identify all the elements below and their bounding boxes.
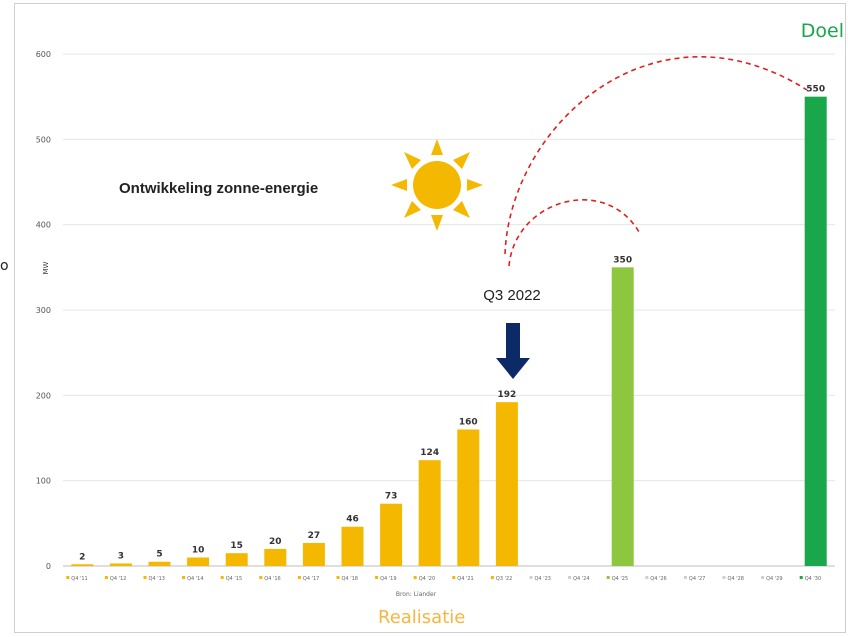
legend-swatch — [645, 576, 649, 579]
annotation-q3-2022: Q3 2022 — [483, 287, 541, 304]
value-label: 15 — [230, 541, 243, 551]
x-tick-label: Q4 '19 — [380, 576, 396, 582]
legend-swatch — [490, 576, 494, 579]
x-tick-label: Q4 '24 — [573, 576, 589, 582]
legend-swatch — [104, 576, 108, 579]
value-label: 3 — [118, 551, 124, 561]
value-label: 5 — [156, 550, 162, 560]
legend-swatch — [182, 576, 186, 579]
value-label: 46 — [346, 515, 359, 525]
bar-11 — [495, 402, 518, 566]
legend-swatch — [336, 576, 340, 579]
x-tick-label: Q4 '17 — [303, 576, 319, 582]
value-label: 2 — [79, 552, 85, 562]
realisatie-label: Realisatie — [378, 607, 466, 628]
legend-swatch — [143, 576, 147, 579]
x-tick-label: Q4 '28 — [728, 576, 744, 582]
bar-3 — [187, 557, 210, 566]
source-label: Bron: Liander — [396, 591, 437, 598]
x-tick-label: Q4 '15 — [226, 576, 242, 582]
grid-lines — [63, 53, 835, 567]
bar-6 — [302, 542, 325, 566]
legend-swatch — [66, 576, 70, 579]
x-tick-label: Q4 '23 — [535, 576, 551, 582]
x-tick-label: Q4 '12 — [110, 576, 126, 582]
legend-swatch — [375, 576, 379, 579]
y-tick-label: 600 — [36, 50, 51, 59]
y-axis-ticks: 0 100 200 300 400 500 600 — [36, 50, 51, 571]
value-label: 73 — [385, 492, 398, 502]
x-tick-label: Q4 '30 — [805, 576, 821, 582]
value-label: 350 — [613, 255, 632, 265]
value-label: 550 — [806, 85, 825, 95]
bar-4 — [225, 553, 248, 566]
dashed-arc-large — [504, 56, 808, 255]
value-label: 27 — [308, 531, 321, 541]
bar-7 — [341, 526, 364, 566]
x-tick-label: Q4 '21 — [457, 576, 473, 582]
x-tick-label: Q4 '14 — [187, 576, 203, 582]
bar-1 — [109, 563, 132, 566]
legend-swatch — [297, 576, 301, 579]
legend-swatch — [799, 576, 803, 579]
value-label: 192 — [498, 390, 517, 400]
x-tick-label: Q4 '29 — [766, 576, 782, 582]
x-tick-label: Q4 '26 — [650, 576, 666, 582]
legend-swatch — [452, 576, 456, 579]
y-tick-label: 100 — [36, 477, 51, 486]
solar-chart: 0 100 200 300 400 500 600 MW 2 3 5 10 15 20 27 46 73 12… — [36, 50, 835, 598]
doel-label: Doel — [800, 20, 844, 42]
bar-19 — [804, 96, 827, 567]
bar-0 — [71, 564, 94, 566]
value-labels: 2 3 5 10 15 20 27 46 73 124 160 192 350 550 — [79, 85, 825, 563]
legend-swatch — [568, 576, 572, 579]
bar-9 — [418, 460, 441, 566]
x-tick-label: Q4 '13 — [149, 576, 165, 582]
arrow-down-icon — [496, 323, 530, 379]
edge-text-fragment: o — [0, 258, 9, 274]
legend-swatch — [220, 576, 224, 579]
chart-frame: 0 100 200 300 400 500 600 MW 2 3 5 10 15 20 27 46 73 12… — [14, 3, 846, 633]
bar-8 — [380, 503, 403, 566]
bar-5 — [264, 548, 287, 566]
x-tick-label: Q4 '27 — [689, 576, 705, 582]
bar-2 — [148, 561, 171, 566]
x-tick-label: Q4 '16 — [264, 576, 280, 582]
legend-swatch — [529, 576, 533, 579]
x-tick-label: Q4 '11 — [71, 576, 87, 582]
bar-14 — [611, 267, 634, 566]
y-tick-label: 400 — [36, 221, 51, 230]
x-legend: Q4 '11 Q4 '12 Q4 '13 Q4 '14 Q4 '15 Q4 '16 Q4 '… — [66, 576, 821, 582]
y-tick-label: 0 — [46, 562, 51, 571]
legend-swatch — [722, 576, 726, 579]
chart-title: Ontwikkeling zonne-energie — [119, 180, 318, 197]
y-axis-label: MW — [42, 261, 50, 274]
value-label: 160 — [459, 417, 478, 427]
legend-swatch — [683, 576, 687, 579]
x-tick-label: Q4 '18 — [342, 576, 358, 582]
value-label: 10 — [192, 545, 205, 555]
x-tick-label: Q4 '25 — [612, 576, 628, 582]
y-tick-label: 500 — [36, 135, 51, 144]
legend-swatch — [259, 576, 263, 579]
sun-icon — [391, 139, 483, 231]
bars — [71, 96, 827, 567]
value-label: 124 — [420, 448, 439, 458]
bar-10 — [457, 429, 480, 566]
x-tick-label: Q3 '22 — [496, 576, 512, 582]
x-tick-label: Q4 '20 — [419, 576, 435, 582]
legend-swatch — [606, 576, 610, 579]
y-tick-label: 300 — [36, 306, 51, 315]
value-label: 20 — [269, 537, 282, 547]
y-tick-label: 200 — [36, 391, 51, 400]
legend-swatch — [413, 576, 417, 579]
legend-swatch — [761, 576, 765, 579]
